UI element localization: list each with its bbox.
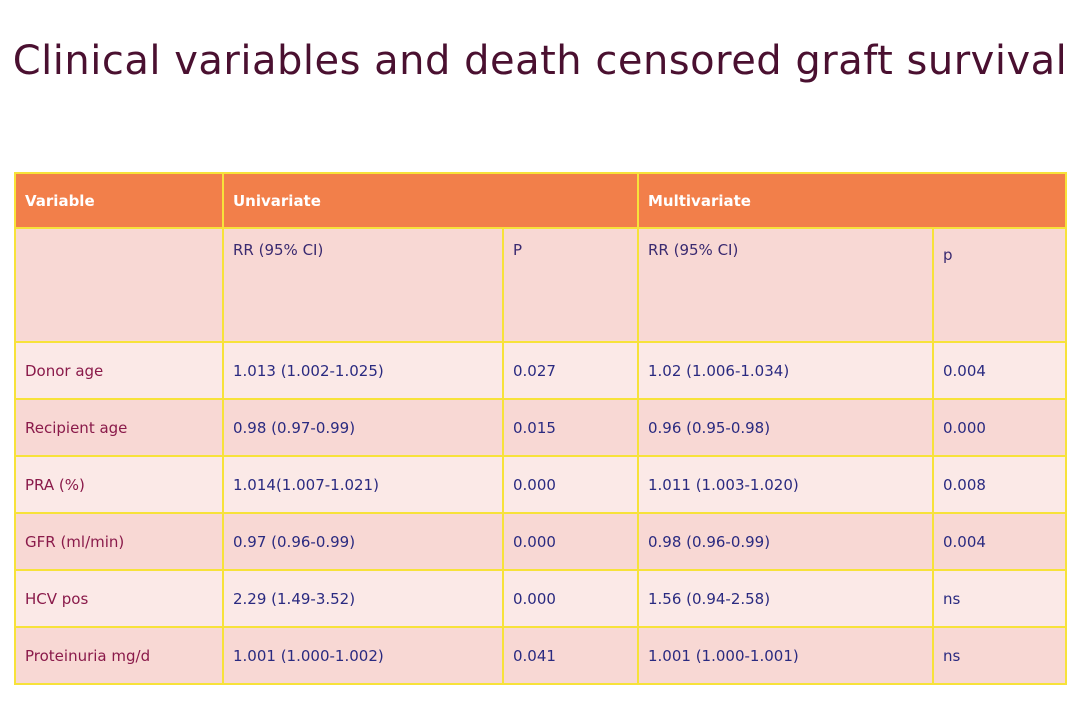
subheader-multi-rr: RR (95% CI) xyxy=(637,227,934,343)
cell-multi-p: 0.004 xyxy=(932,341,1067,400)
cell-uni-p: 0.015 xyxy=(502,398,639,457)
cell-multi-rr: 1.001 (1.000-1.001) xyxy=(637,626,934,685)
slide-title: Clinical variables and death censored gr… xyxy=(12,38,1068,84)
table-row: Recipient age 0.98 (0.97-0.99) 0.015 0.96 (… xyxy=(14,398,1067,457)
header-univariate: Univariate xyxy=(222,172,639,229)
header-multivariate: Multivariate xyxy=(637,172,1067,229)
cell-variable: GFR (ml/min) xyxy=(14,512,224,571)
table-row: PRA (%) 1.014(1.007-1.021) 0.000 1.011 (1.0… xyxy=(14,455,1067,514)
cell-uni-rr: 0.98 (0.97-0.99) xyxy=(222,398,504,457)
table-row: Proteinuria mg/d 1.001 (1.000-1.002) 0.041… xyxy=(14,626,1067,685)
cell-multi-rr: 1.56 (0.94-2.58) xyxy=(637,569,934,628)
cell-variable: Donor age xyxy=(14,341,224,400)
cell-uni-p: 0.041 xyxy=(502,626,639,685)
cell-variable: Recipient age xyxy=(14,398,224,457)
table-subheader-row: RR (95% CI) P RR (95% CI) p xyxy=(14,227,1067,343)
cell-multi-rr: 1.011 (1.003-1.020) xyxy=(637,455,934,514)
cell-multi-rr: 1.02 (1.006-1.034) xyxy=(637,341,934,400)
results-table: Variable Univariate Multivariate RR (95%… xyxy=(14,172,1067,685)
table-body: Variable Univariate Multivariate RR (95%… xyxy=(14,172,1067,685)
cell-variable: Proteinuria mg/d xyxy=(14,626,224,685)
cell-uni-p: 0.000 xyxy=(502,455,639,514)
table-row: GFR (ml/min) 0.97 (0.96-0.99) 0.000 0.98 (0… xyxy=(14,512,1067,571)
cell-variable: HCV pos xyxy=(14,569,224,628)
subheader-uni-rr: RR (95% CI) xyxy=(222,227,504,343)
header-variable: Variable xyxy=(14,172,224,229)
cell-uni-rr: 1.001 (1.000-1.002) xyxy=(222,626,504,685)
subheader-multi-p: p xyxy=(932,227,1067,343)
cell-uni-p: 0.027 xyxy=(502,341,639,400)
cell-uni-rr: 1.013 (1.002-1.025) xyxy=(222,341,504,400)
cell-multi-p: 0.008 xyxy=(932,455,1067,514)
cell-uni-rr: 1.014(1.007-1.021) xyxy=(222,455,504,514)
cell-uni-p: 0.000 xyxy=(502,512,639,571)
cell-uni-p: 0.000 xyxy=(502,569,639,628)
cell-variable: PRA (%) xyxy=(14,455,224,514)
cell-uni-rr: 2.29 (1.49-3.52) xyxy=(222,569,504,628)
cell-multi-rr: 0.98 (0.96-0.99) xyxy=(637,512,934,571)
table-header-row: Variable Univariate Multivariate xyxy=(14,172,1067,229)
subheader-uni-p: P xyxy=(502,227,639,343)
table-row: Donor age 1.013 (1.002-1.025) 0.027 1.02 (1… xyxy=(14,341,1067,400)
cell-multi-p: ns xyxy=(932,569,1067,628)
cell-multi-p: ns xyxy=(932,626,1067,685)
cell-multi-p: 0.000 xyxy=(932,398,1067,457)
subheader-empty xyxy=(14,227,224,343)
table-row: HCV pos 2.29 (1.49-3.52) 0.000 1.56 (0.94-2… xyxy=(14,569,1067,628)
cell-multi-p: 0.004 xyxy=(932,512,1067,571)
cell-uni-rr: 0.97 (0.96-0.99) xyxy=(222,512,504,571)
cell-multi-rr: 0.96 (0.95-0.98) xyxy=(637,398,934,457)
